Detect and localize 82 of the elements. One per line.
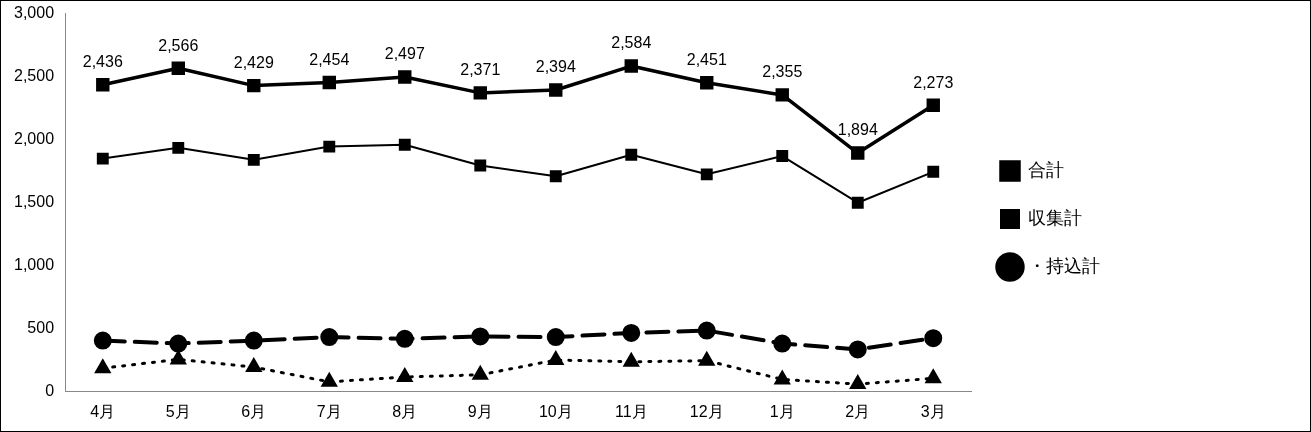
point — [247, 153, 260, 166]
point — [247, 78, 261, 93]
point — [169, 334, 188, 353]
point — [851, 196, 864, 209]
point — [774, 370, 790, 385]
point — [244, 331, 263, 350]
y-tick-label: 500 — [27, 319, 55, 337]
point — [397, 368, 413, 383]
data-label: 2,273 — [913, 73, 954, 91]
x-tick-label: 2月 — [845, 402, 871, 420]
data-label: 2,497 — [384, 45, 425, 63]
x-tick-label: 8月 — [392, 402, 418, 420]
point — [623, 353, 639, 367]
data-label: 2,429 — [233, 53, 274, 71]
point — [398, 138, 411, 151]
legend-label: ・持込計 — [1028, 255, 1100, 276]
point — [473, 86, 487, 100]
point — [321, 373, 337, 387]
y-tick-label: 2,500 — [13, 67, 55, 85]
point — [926, 98, 940, 112]
y-tick-label: 3,000 — [13, 4, 55, 22]
data-label: 2,566 — [158, 36, 199, 54]
x-tick-label: 9月 — [467, 402, 493, 420]
point — [927, 165, 940, 178]
y-tick-label: 1,000 — [13, 256, 55, 274]
point — [548, 351, 564, 366]
data-label: 2,394 — [535, 58, 576, 76]
point — [546, 328, 565, 347]
point — [773, 334, 792, 353]
point — [549, 83, 563, 97]
data-label: 2,454 — [309, 50, 350, 68]
legend-label: 収集計 — [1028, 207, 1082, 228]
point — [96, 152, 109, 165]
point — [170, 350, 186, 365]
x-tick-label: 11月 — [614, 402, 648, 420]
y-tick-label: 1,500 — [13, 193, 55, 211]
point — [700, 168, 713, 181]
point — [848, 340, 867, 359]
point — [95, 359, 111, 374]
point — [398, 70, 412, 84]
point — [624, 59, 638, 73]
data-label: 2,371 — [460, 61, 501, 79]
point — [172, 141, 185, 154]
x-tick-label: 10月 — [538, 402, 573, 420]
point — [697, 321, 716, 340]
x-tick-label: 1月 — [769, 402, 795, 420]
point — [925, 369, 941, 384]
y-tick-label: 0 — [45, 382, 55, 400]
point — [471, 327, 490, 346]
point — [851, 146, 865, 160]
x-tick-label: 3月 — [920, 402, 946, 420]
data-label: 2,436 — [82, 53, 123, 71]
point — [622, 323, 641, 342]
point — [776, 150, 789, 163]
x-tick-label: 6月 — [241, 402, 267, 420]
point — [924, 329, 943, 348]
y-tick-label: 2,000 — [13, 130, 55, 148]
data-label: 2,355 — [762, 63, 803, 81]
x-tick-label: 7月 — [316, 402, 342, 420]
point — [171, 61, 185, 76]
data-label: 2,451 — [686, 51, 727, 69]
point — [700, 76, 714, 90]
point — [775, 88, 789, 102]
x-tick-label: 4月 — [90, 402, 116, 420]
point — [474, 159, 487, 172]
legend-label: 合計 — [1028, 159, 1064, 180]
point — [625, 148, 638, 161]
point — [549, 170, 562, 183]
x-tick-label: 12月 — [689, 402, 724, 420]
point — [93, 331, 112, 350]
point — [472, 366, 488, 380]
point — [850, 375, 866, 390]
point — [322, 75, 336, 90]
point — [96, 78, 110, 92]
point — [246, 358, 262, 373]
data-label: 2,584 — [611, 34, 652, 52]
x-tick-label: 5月 — [165, 402, 191, 420]
point — [323, 140, 336, 153]
point — [699, 352, 715, 366]
point — [395, 329, 414, 348]
data-label: 1,894 — [837, 121, 878, 139]
point — [320, 328, 339, 347]
